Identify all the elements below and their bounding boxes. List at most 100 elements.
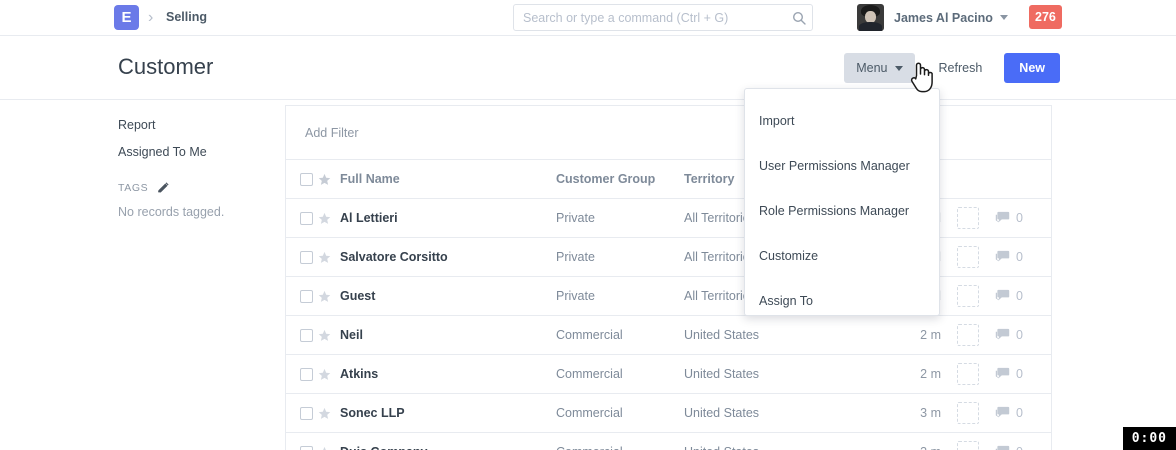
row-comments[interactable]: 0 <box>995 367 1051 381</box>
table-row[interactable]: Atkins Commercial United States 2 m 0 <box>286 355 1051 394</box>
select-all-checkbox-cell[interactable] <box>286 172 318 186</box>
row-comment-count: 0 <box>1016 328 1023 342</box>
star-icon[interactable] <box>318 290 340 303</box>
row-full-name[interactable]: Sonec LLP <box>340 406 405 420</box>
app-logo[interactable]: E <box>114 5 139 30</box>
sidebar-item-assigned-to-me[interactable]: Assigned To Me <box>118 145 207 159</box>
row-full-name[interactable]: Neil <box>340 328 363 342</box>
page-title: Customer <box>118 54 214 79</box>
star-icon[interactable] <box>318 329 340 342</box>
menu-item-import[interactable]: Import <box>759 113 795 128</box>
row-checkbox[interactable] <box>300 211 313 225</box>
row-full-name[interactable]: Al Lettieri <box>340 211 398 225</box>
menu-button-label: Menu <box>856 61 888 75</box>
row-territory: United States <box>684 328 760 342</box>
assign-avatar-placeholder[interactable] <box>957 363 979 385</box>
row-checkbox-cell[interactable] <box>286 289 318 303</box>
row-comments[interactable]: 0 <box>995 406 1051 420</box>
row-checkbox-cell[interactable] <box>286 250 318 264</box>
pencil-icon[interactable] <box>157 182 169 194</box>
row-assign-placeholder[interactable] <box>941 363 995 385</box>
assign-avatar-placeholder[interactable] <box>957 402 979 424</box>
row-assign-placeholder[interactable] <box>941 441 995 450</box>
menu-button[interactable]: Menu <box>844 53 915 83</box>
row-territory: All Territories <box>684 250 757 264</box>
row-checkbox[interactable] <box>300 328 313 342</box>
row-checkbox[interactable] <box>300 445 313 450</box>
row-checkbox[interactable] <box>300 289 313 303</box>
row-checkbox-cell[interactable] <box>286 328 318 342</box>
row-comments[interactable]: 0 <box>995 211 1051 225</box>
star-icon[interactable] <box>318 251 340 264</box>
assign-avatar-placeholder[interactable] <box>957 441 979 450</box>
row-modified-time: 3 m <box>920 406 941 420</box>
table-row[interactable]: Duis CompanyCommercialUnited States 3 m 0 <box>286 433 1051 450</box>
breadcrumb-selling[interactable]: Selling <box>166 10 207 24</box>
add-filter-button[interactable]: Add Filter <box>305 125 359 140</box>
row-assign-placeholder[interactable] <box>941 402 995 424</box>
row-comments[interactable]: 0 <box>995 250 1051 264</box>
row-comments[interactable]: 0 <box>995 328 1051 342</box>
notification-badge[interactable]: 276 <box>1029 5 1062 29</box>
menu-item-assign-to[interactable]: Assign To <box>759 293 813 308</box>
row-customer-group: Commercial <box>556 367 623 381</box>
star-icon[interactable] <box>318 212 340 225</box>
row-checkbox[interactable] <box>300 367 313 381</box>
refresh-button[interactable]: Refresh <box>935 53 987 83</box>
row-customer-group: Commercial <box>556 445 684 450</box>
table-row[interactable]: Neil Commercial United States 2 m 0 <box>286 316 1051 355</box>
user-menu[interactable]: James Al Pacino <box>857 4 1008 31</box>
search-input[interactable] <box>514 10 786 25</box>
assign-avatar-placeholder[interactable] <box>957 207 979 229</box>
row-checkbox-cell[interactable] <box>286 406 318 420</box>
assign-avatar-placeholder[interactable] <box>957 324 979 346</box>
row-customer-group: Commercial <box>556 328 623 342</box>
row-comments[interactable]: 0 <box>995 445 1051 450</box>
search-box[interactable] <box>513 4 813 31</box>
row-checkbox-cell[interactable] <box>286 211 318 225</box>
row-checkbox[interactable] <box>300 406 313 420</box>
recording-timer: 0:00 <box>1122 427 1176 450</box>
column-header-customer-group[interactable]: Customer Group <box>556 172 656 186</box>
comment-icon <box>995 367 1010 379</box>
table-row[interactable]: Salvatore Corsitto Private All Territories… <box>286 238 1051 277</box>
column-header-territory[interactable]: Territory <box>684 172 735 186</box>
assign-avatar-placeholder[interactable] <box>957 246 979 268</box>
row-modified-time: 2 m <box>920 367 941 381</box>
row-comment-count: 0 <box>1016 445 1023 450</box>
row-comment-count: 0 <box>1016 211 1023 225</box>
row-assign-placeholder[interactable] <box>941 207 995 229</box>
row-checkbox[interactable] <box>300 250 313 264</box>
row-comments[interactable]: 0 <box>995 289 1051 303</box>
row-comment-count: 0 <box>1016 406 1023 420</box>
row-full-name[interactable]: Guest <box>340 289 376 303</box>
star-icon[interactable] <box>318 368 340 381</box>
star-icon[interactable] <box>318 446 340 450</box>
row-checkbox-cell[interactable] <box>286 367 318 381</box>
page-header: Customer Menu Refresh New <box>0 36 1176 100</box>
row-assign-placeholder[interactable] <box>941 285 995 307</box>
star-icon[interactable] <box>318 407 340 420</box>
row-full-name[interactable]: Duis Company <box>340 445 556 450</box>
row-checkbox-cell[interactable] <box>286 445 318 450</box>
row-full-name[interactable]: Atkins <box>340 367 379 381</box>
sidebar: Report Assigned To Me TAGS No records ta… <box>118 118 268 219</box>
row-modified-time: 2 m <box>920 328 941 342</box>
menu-item-user-permissions-manager[interactable]: User Permissions Manager <box>759 158 910 173</box>
avatar <box>857 4 884 31</box>
select-all-checkbox[interactable] <box>300 172 313 186</box>
assign-avatar-placeholder[interactable] <box>957 285 979 307</box>
row-assign-placeholder[interactable] <box>941 324 995 346</box>
menu-item-role-permissions-manager[interactable]: Role Permissions Manager <box>759 203 910 218</box>
row-modified-time: 3 m <box>889 445 941 450</box>
column-header-full-name[interactable]: Full Name <box>340 172 400 186</box>
sidebar-item-report[interactable]: Report <box>118 118 156 132</box>
menu-item-customize[interactable]: Customize <box>759 248 819 263</box>
table-row[interactable]: Sonec LLP Commercial United States 3 m 0 <box>286 394 1051 433</box>
new-button[interactable]: New <box>1004 53 1060 83</box>
row-full-name[interactable]: Salvatore Corsitto <box>340 250 448 264</box>
list-header-row: Full Name Customer Group Territory <box>286 160 1051 199</box>
chevron-down-icon <box>894 65 903 71</box>
row-assign-placeholder[interactable] <box>941 246 995 268</box>
